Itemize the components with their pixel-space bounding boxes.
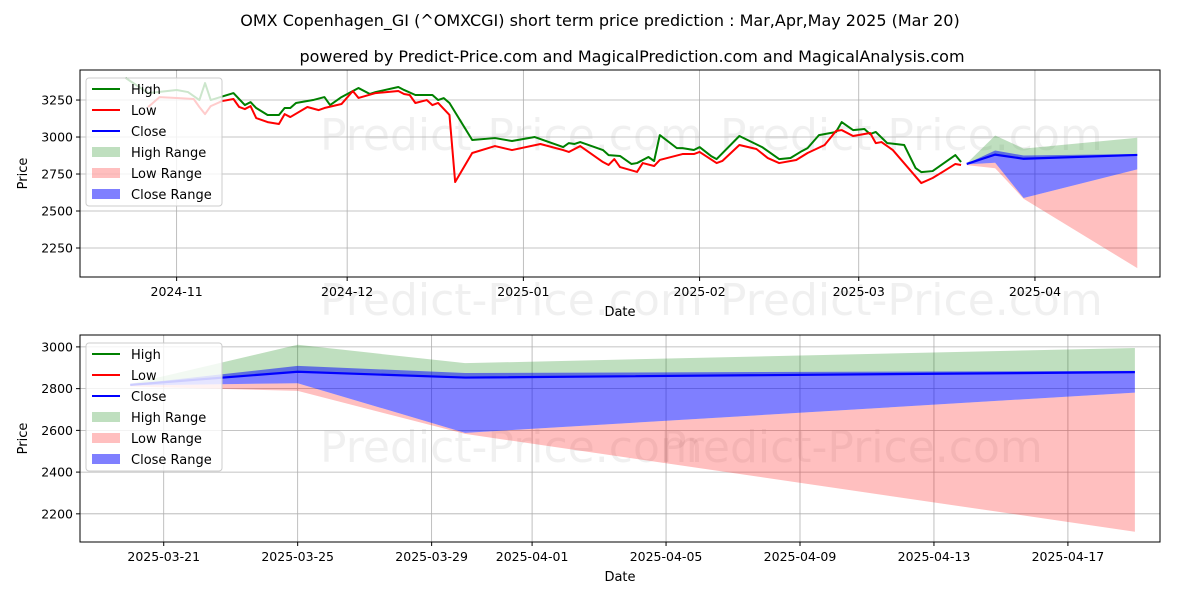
legend: High Low Close High Range Low Range Close Ran…: [85, 342, 223, 472]
x-tick-label: 2025-04-17: [1032, 549, 1105, 564]
x-tick-label: 2025-03-29: [395, 549, 468, 564]
high-range-band: [966, 135, 1138, 164]
x-tick-label: 2025-02: [673, 284, 725, 299]
plot-area: [130, 344, 1135, 532]
legend-label: Close: [131, 390, 166, 405]
x-tick-label: 2025-03-25: [261, 549, 334, 564]
y-tick-label: 2500: [41, 204, 73, 219]
close-range-band: [966, 150, 1138, 198]
legend: High Low Close High Range Low Range Close Ran…: [85, 77, 223, 207]
y-tick-label: 2200: [41, 506, 73, 521]
x-tick-label: 2025-04-01: [496, 549, 569, 564]
legend-label: Low: [131, 104, 157, 119]
y-axis-label: Price: [16, 423, 31, 455]
x-tick-label: 2025-04: [1009, 284, 1061, 299]
axes-frame: [79, 69, 1161, 278]
bottom-forecast-chart: Predict-Price.comPredict-Price.com220024…: [16, 334, 1161, 585]
x-axis-label: Date: [604, 305, 635, 320]
legend-label: High Range: [131, 146, 206, 161]
watermark-text: Predict-Price.com: [720, 275, 1103, 326]
y-tick-label: 3250: [41, 93, 73, 108]
watermark-text: Predict-Price.com: [720, 110, 1103, 161]
axes-frame: [79, 334, 1161, 543]
legend-label: Close: [131, 125, 166, 140]
legend-swatch-close-range: [92, 189, 120, 199]
legend-label: Close Range: [131, 453, 212, 468]
watermark-text: Predict-Price.com: [320, 275, 703, 326]
close-range-band: [130, 365, 1135, 433]
y-tick-label: 3000: [41, 339, 73, 354]
legend-label: High: [131, 348, 161, 363]
y-tick-label: 2800: [41, 381, 73, 396]
legend-label: High Range: [131, 411, 206, 426]
legend-swatch-high-range: [92, 147, 120, 157]
low-range-band: [130, 383, 1135, 532]
x-axis-label: Date: [604, 570, 635, 585]
low-range-band: [966, 162, 1138, 269]
x-tick-label: 2025-04-13: [898, 549, 971, 564]
x-tick-label: 2025-03: [833, 284, 885, 299]
y-tick-label: 2750: [41, 167, 73, 182]
x-tick-label: 2025-04-05: [630, 549, 703, 564]
legend-label: Low Range: [131, 167, 202, 182]
y-tick-label: 3000: [41, 130, 73, 145]
low-line: [147, 90, 962, 185]
legend-label: Close Range: [131, 188, 212, 203]
high-range-band: [130, 344, 1135, 385]
x-tick-label: 2025-03-21: [127, 549, 200, 564]
legend-label: High: [131, 83, 161, 98]
top-price-chart: Predict-Price.com Predict-Price.com Predic…: [16, 69, 1161, 326]
watermark-text: Predict-Price.com: [320, 110, 703, 161]
legend-swatch-low-range: [92, 433, 120, 443]
close-forecast-line: [966, 153, 1138, 166]
legend-swatch-close-range: [92, 454, 120, 464]
chart-subtitle: powered by Predict-Price.com and Magical…: [299, 47, 964, 66]
x-tick-label: 2024-12: [321, 284, 373, 299]
legend-swatch-high-range: [92, 412, 120, 422]
legend-label: Low Range: [131, 432, 202, 447]
chart-title: OMX Copenhagen_GI (^OMXCGI) short term p…: [240, 11, 959, 31]
legend-label: Low: [131, 369, 157, 384]
y-axis-label: Price: [16, 158, 31, 190]
x-tick-label: 2025-04-09: [764, 549, 837, 564]
y-tick-label: 2400: [41, 465, 73, 480]
x-tick-label: 2025-01: [497, 284, 549, 299]
high-line: [124, 77, 962, 174]
y-tick-label: 2600: [41, 423, 73, 438]
x-tick-label: 2024-11: [151, 284, 203, 299]
y-tick-label: 2250: [41, 240, 73, 255]
plot-area: [124, 77, 1138, 269]
legend-swatch-low-range: [92, 168, 120, 178]
